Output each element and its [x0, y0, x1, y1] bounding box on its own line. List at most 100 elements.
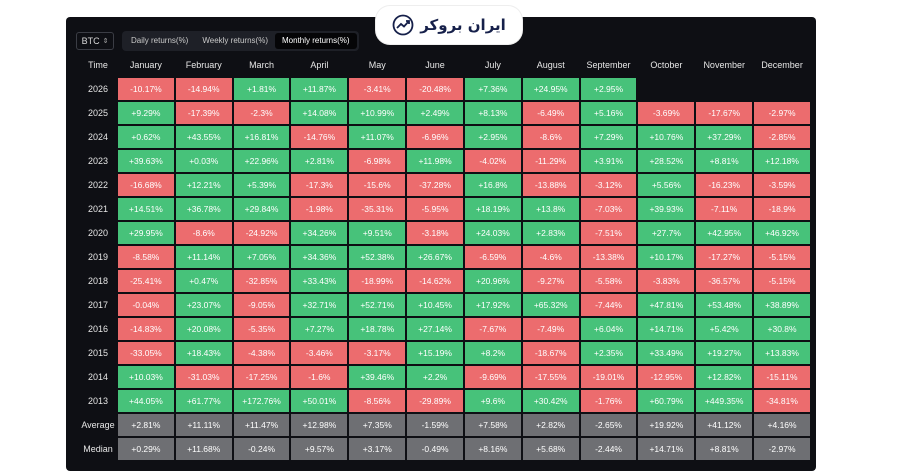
return-cell: -4.38%: [233, 342, 290, 364]
return-cell: +3.91%: [580, 150, 637, 172]
return-cell: -37.28%: [407, 174, 463, 196]
return-cell: +5.42%: [696, 318, 753, 340]
return-cell: +61.77%: [175, 390, 232, 412]
return-cell: -7.49%: [522, 318, 579, 340]
return-cell: -9.05%: [233, 294, 290, 316]
return-cell: +11.98%: [407, 150, 463, 172]
summary-cell: -2.44%: [580, 438, 637, 460]
tab-monthly-returns[interactable]: Monthly returns(%): [275, 33, 357, 49]
return-cell: -36.57%: [696, 270, 753, 292]
return-cell: -5.15%: [754, 270, 810, 292]
return-cell: +34.26%: [291, 222, 348, 244]
return-cell: -13.38%: [580, 246, 637, 268]
tab-daily-returns[interactable]: Daily returns(%): [131, 36, 189, 45]
return-cell: -29.89%: [407, 390, 463, 412]
return-cell: +16.81%: [233, 126, 290, 148]
year-label: 2021: [87, 204, 109, 214]
return-cell: +39.93%: [638, 198, 695, 220]
return-cell: +2.49%: [407, 102, 463, 124]
return-cell: -6.59%: [464, 246, 521, 268]
return-cell: -32.85%: [233, 270, 290, 292]
summary-cell: +41.12%: [696, 414, 753, 436]
return-cell: -9.69%: [464, 366, 521, 388]
return-cell: +39.46%: [349, 366, 406, 388]
table-row: 2013 +44.05% +61.77% +172.76% +50.01% -8.56% -…: [80, 390, 810, 412]
return-cell: -5.58%: [580, 270, 637, 292]
column-header-april: April: [310, 60, 329, 70]
return-cell: +37.29%: [696, 126, 753, 148]
return-cell: -18.67%: [522, 342, 579, 364]
empty-cell: [638, 78, 694, 100]
return-cell: +10.45%: [407, 294, 463, 316]
return-cell: -7.11%: [696, 198, 753, 220]
return-cell: +12.82%: [696, 366, 753, 388]
column-header-march: March: [249, 60, 275, 70]
table-row: 2021 +14.51% +36.78% +29.84% -1.98% -35.31% -5…: [80, 198, 810, 220]
return-cell: +22.96%: [233, 150, 290, 172]
year-label: 2020: [87, 228, 109, 238]
summary-row-average: Average +2.81% +11.11% +11.47% +12.98% +7.35%…: [80, 414, 810, 436]
return-cell: +18.78%: [349, 318, 406, 340]
return-cell: -6.96%: [407, 126, 463, 148]
symbol-select[interactable]: BTC ⇕: [76, 32, 114, 50]
return-cell: +34.36%: [291, 246, 348, 268]
return-cell: -3.18%: [407, 222, 463, 244]
return-cell: +0.47%: [175, 270, 232, 292]
symbol-value: BTC: [81, 36, 100, 46]
return-cell: -9.27%: [522, 270, 579, 292]
year-label: 2018: [87, 276, 109, 286]
return-cell: +52.71%: [349, 294, 406, 316]
return-cell: +8.81%: [696, 150, 753, 172]
summary-cell: +5.68%: [522, 438, 579, 460]
table-row: 2014 +10.03% -31.03% -17.25% -1.6% +39.46% +2.…: [80, 366, 810, 388]
return-cell: +7.29%: [580, 126, 637, 148]
return-cell: -3.12%: [580, 174, 637, 196]
return-cell: +16.8%: [464, 174, 521, 196]
return-cell: +12.18%: [754, 150, 810, 172]
summary-cell: +8.81%: [696, 438, 753, 460]
return-cell: +10.03%: [118, 366, 174, 388]
year-label: 2025: [87, 108, 109, 118]
column-header-october: October: [650, 60, 683, 70]
return-cell: -16.68%: [118, 174, 174, 196]
return-cell: +30.8%: [754, 318, 810, 340]
return-cell: +0.62%: [118, 126, 174, 148]
return-cell: -25.41%: [118, 270, 174, 292]
table-row: 2023 +39.63% +0.03% +22.96% +2.81% -6.98% +11.…: [80, 150, 810, 172]
return-cell: +65.32%: [522, 294, 579, 316]
return-cell: -8.58%: [118, 246, 174, 268]
return-cell: +7.27%: [291, 318, 348, 340]
tab-weekly-returns[interactable]: Weekly returns(%): [202, 36, 268, 45]
summary-cell: +0.29%: [118, 438, 174, 460]
return-cell: +46.92%: [754, 222, 810, 244]
return-cell: -2.85%: [754, 126, 810, 148]
return-cell: -24.92%: [233, 222, 290, 244]
table-row: 2022 -16.68% +12.21% +5.39% -17.3% -15.6% -37.…: [80, 174, 810, 196]
summary-cell: +2.81%: [118, 414, 174, 436]
return-cell: +13.83%: [754, 342, 810, 364]
return-cell: -7.67%: [464, 318, 521, 340]
return-cell: -14.76%: [291, 126, 348, 148]
summary-label: Average: [81, 420, 115, 430]
summary-cell: +14.71%: [638, 438, 695, 460]
return-cell: +2.83%: [522, 222, 579, 244]
return-cell: +20.96%: [464, 270, 521, 292]
summary-cell: +3.17%: [349, 438, 406, 460]
table-header-row: Time January February March April May June July…: [80, 54, 810, 76]
summary-cell: +19.92%: [638, 414, 695, 436]
return-cell: +5.56%: [638, 174, 695, 196]
return-cell: -2.3%: [233, 102, 290, 124]
return-cell: -5.15%: [754, 246, 810, 268]
return-cell: -1.76%: [580, 390, 637, 412]
return-cell: +12.21%: [175, 174, 232, 196]
return-cell: -4.6%: [522, 246, 579, 268]
return-cell: +14.08%: [291, 102, 348, 124]
brand-logo: ایران بروکر: [376, 6, 522, 44]
return-cell: +24.03%: [464, 222, 521, 244]
return-cell: +42.95%: [696, 222, 753, 244]
return-cell: +39.63%: [118, 150, 174, 172]
summary-row-median: Median +0.29% +11.68% -0.24% +9.57% +3.17% -0.…: [80, 438, 810, 460]
summary-cell: +8.16%: [464, 438, 521, 460]
year-label: 2022: [87, 180, 109, 190]
return-cell: -8.56%: [349, 390, 406, 412]
